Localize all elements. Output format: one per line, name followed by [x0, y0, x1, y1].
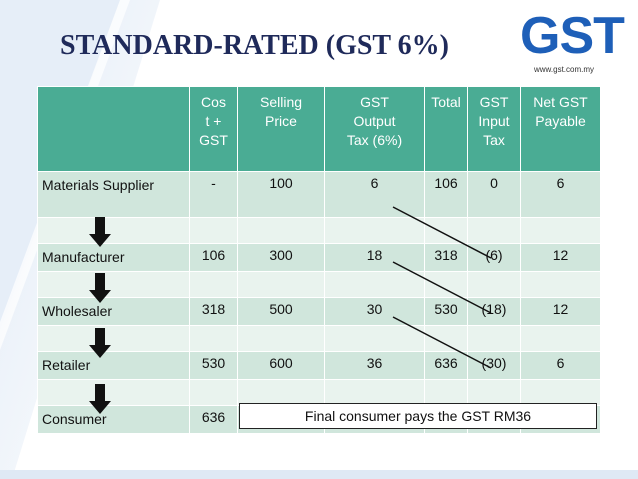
- cell-total: 318: [424, 243, 468, 272]
- header-cost: Cos t + GST: [189, 86, 238, 172]
- header-total: Total: [424, 86, 468, 172]
- header-net-gst: Net GST Payable: [520, 86, 601, 172]
- gst-table: Cos t + GST Selling Price GST Output Tax (6%)…: [37, 86, 601, 434]
- cell-output: 18: [324, 243, 425, 272]
- page-title: STANDARD-RATED (GST 6%): [60, 30, 449, 61]
- cell-input: 0: [467, 171, 521, 218]
- cell-total: 106: [424, 171, 468, 218]
- spacer-row: [37, 217, 601, 244]
- cell-input: (30): [467, 351, 521, 380]
- table-row-manufacturer: Manufacturer 106 300 18 318 (6) 12: [37, 243, 601, 272]
- cell-net: 6: [520, 351, 601, 380]
- arrow-down-icon: [89, 384, 111, 414]
- spacer-row: [37, 379, 601, 406]
- spacer-row: [37, 325, 601, 352]
- arrow-down-icon: [89, 273, 111, 303]
- row-label: Manufacturer: [37, 243, 190, 272]
- cell-cost: 318: [189, 297, 238, 326]
- cell-input: (18): [467, 297, 521, 326]
- table-row-wholesaler: Wholesaler 318 500 30 530 (18) 12: [37, 297, 601, 326]
- header-empty: [37, 86, 190, 172]
- arrow-down-icon: [89, 217, 111, 247]
- row-label: Consumer: [37, 405, 190, 434]
- cell-selling: 100: [237, 171, 325, 218]
- row-label: Materials Supplier: [37, 171, 190, 218]
- logo-url: www.gst.com.my: [534, 65, 595, 74]
- cell-output: 30: [324, 297, 425, 326]
- header-selling-price: Selling Price: [237, 86, 325, 172]
- final-consumer-note: Final consumer pays the GST RM36: [239, 403, 597, 429]
- spacer-row: [37, 271, 601, 298]
- cell-input: (6): [467, 243, 521, 272]
- header-input-tax: GST Input Tax: [467, 86, 521, 172]
- cell-selling: 600: [237, 351, 325, 380]
- cell-output: 6: [324, 171, 425, 218]
- gst-logo: GST www.gst.com.my: [520, 7, 625, 78]
- cell-cost: 530: [189, 351, 238, 380]
- cell-net: 12: [520, 243, 601, 272]
- arrow-down-icon: [89, 328, 111, 358]
- cell-net: 12: [520, 297, 601, 326]
- table-row-retailer: Retailer 530 600 36 636 (30) 6: [37, 351, 601, 380]
- cell-net: 6: [520, 171, 601, 218]
- row-label: Retailer: [37, 351, 190, 380]
- cell-cost: 636: [189, 405, 238, 434]
- cell-selling: 300: [237, 243, 325, 272]
- cell-selling: 500: [237, 297, 325, 326]
- cell-total: 530: [424, 297, 468, 326]
- cell-cost: -: [189, 171, 238, 218]
- header-output-tax: GST Output Tax (6%): [324, 86, 425, 172]
- logo-text: GST: [520, 7, 625, 65]
- cell-output: 36: [324, 351, 425, 380]
- cell-total: 636: [424, 351, 468, 380]
- cell-cost: 106: [189, 243, 238, 272]
- table-row-materials: Materials Supplier - 100 6 106 0 6: [37, 171, 601, 218]
- row-label: Wholesaler: [37, 297, 190, 326]
- header-row: Cos t + GST Selling Price GST Output Tax (6%)…: [37, 86, 601, 172]
